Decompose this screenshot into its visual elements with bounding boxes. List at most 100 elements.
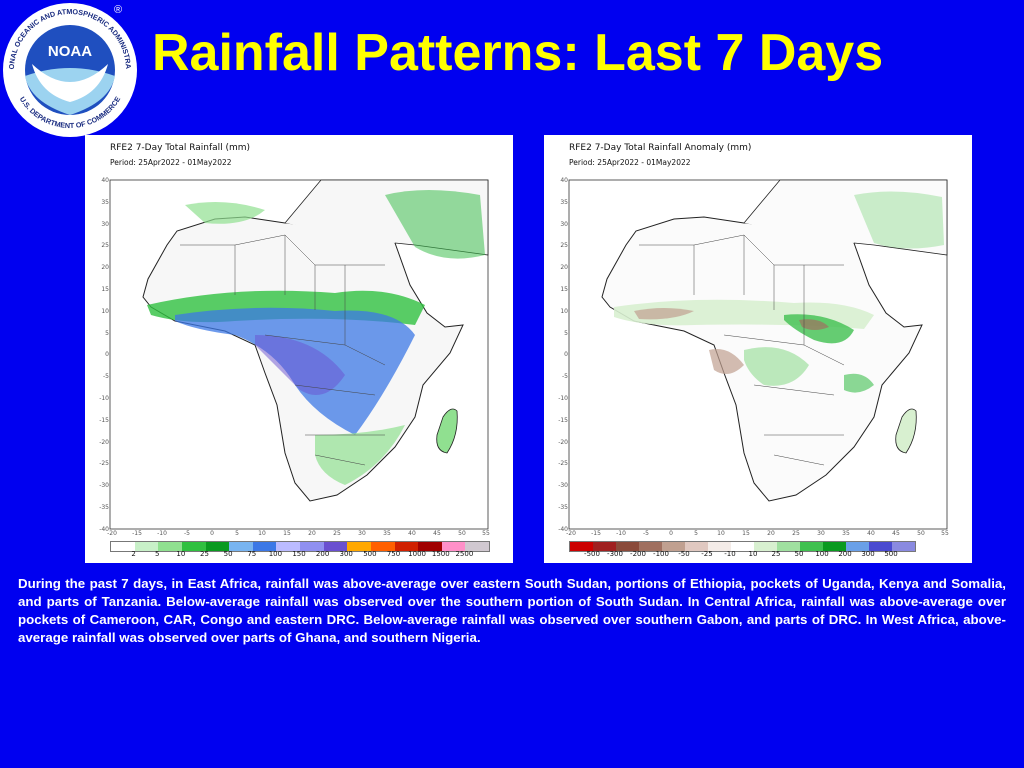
legend-swatch — [570, 542, 593, 551]
y-tick: 35 — [560, 198, 568, 206]
y-tick: -5 — [562, 373, 568, 381]
x-tick: 30 — [817, 530, 825, 537]
legend-label: 750 — [386, 550, 401, 558]
legend-label: 500 — [884, 550, 898, 558]
legend-label: -500 — [584, 550, 600, 558]
x-tick: 55 — [941, 530, 949, 537]
x-tick: 0 — [210, 530, 214, 537]
y-tick: 15 — [101, 286, 109, 293]
legend-label: 500 — [363, 550, 377, 558]
rainfall-anomaly-map-panel: RFE2 7-Day Total Rainfall Anomaly (mm) P… — [544, 135, 972, 563]
x-tick: 35 — [383, 530, 391, 537]
legend-swatch — [370, 542, 395, 551]
legend-swatch — [800, 542, 823, 551]
legend-swatch — [892, 542, 915, 551]
x-tick: 15 — [742, 530, 750, 537]
y-tick: 30 — [560, 220, 568, 228]
map-period: Period: 25Apr2022 - 01May2022 — [110, 158, 232, 167]
x-tick: 25 — [792, 530, 800, 537]
legend-swatch — [708, 542, 731, 551]
x-tick: -5 — [184, 530, 190, 537]
legend-label: -10 — [724, 550, 736, 558]
y-tick: 20 — [101, 264, 109, 272]
y-tick: -15 — [99, 416, 109, 424]
y-tick: -40 — [99, 525, 109, 533]
legend-label: 100 — [268, 550, 283, 558]
legend-label: 25 — [771, 550, 781, 558]
y-tick: -35 — [99, 504, 109, 511]
legend-label: -100 — [653, 550, 669, 558]
legend-swatch — [593, 542, 616, 551]
legend-label: 300 — [339, 550, 353, 558]
y-tick: -25 — [99, 460, 109, 468]
legend-label: 1500 — [431, 550, 450, 558]
y-tick: 40 — [560, 177, 568, 184]
map-title: RFE2 7-Day Total Rainfall (mm) — [110, 143, 251, 153]
legend-label: 50 — [794, 550, 804, 558]
legend-swatch — [394, 542, 419, 551]
y-tick: -35 — [558, 504, 568, 511]
legend-label: 100 — [815, 550, 829, 558]
x-tick: -15 — [591, 530, 601, 537]
y-tick: -40 — [558, 525, 568, 533]
y-tick: 20 — [560, 264, 568, 272]
x-tick: 25 — [333, 530, 341, 537]
color-legend-bar — [569, 541, 916, 552]
legend-label: 10 — [176, 550, 186, 558]
x-tick: -5 — [643, 530, 649, 537]
legend-label: -300 — [607, 550, 623, 558]
legend-swatch — [441, 542, 466, 551]
y-tick: -10 — [99, 395, 109, 402]
legend-swatch — [662, 542, 685, 551]
x-tick: 0 — [669, 530, 673, 537]
legend-swatch — [465, 542, 489, 551]
legend-label: 75 — [247, 550, 257, 558]
legend-swatch — [111, 542, 135, 551]
legend-swatch — [731, 542, 754, 551]
x-tick: 45 — [892, 530, 900, 537]
legend-label: 50 — [223, 550, 233, 558]
x-tick: 40 — [867, 530, 875, 537]
legend-swatch — [158, 542, 182, 551]
y-tick: 15 — [560, 286, 568, 293]
legend-label: 2 — [131, 550, 136, 558]
y-tick: 10 — [101, 307, 109, 315]
map-title: RFE2 7-Day Total Rainfall Anomaly (mm) — [569, 143, 752, 153]
x-tick: 10 — [258, 530, 266, 537]
y-tick: -30 — [558, 482, 568, 490]
y-tick: 5 — [105, 329, 109, 337]
page-title: Rainfall Patterns: Last 7 Days — [152, 24, 884, 82]
x-tick: 5 — [694, 530, 698, 537]
y-tick: 40 — [101, 177, 109, 184]
y-tick: -30 — [99, 482, 109, 490]
rainfall-summary-text: During the past 7 days, in East Africa, … — [18, 576, 1006, 645]
legend-swatch — [418, 542, 442, 551]
x-tick: 15 — [283, 530, 291, 537]
y-tick: -20 — [99, 438, 109, 446]
legend-label: 1000 — [408, 550, 427, 558]
legend-label: -25 — [701, 550, 713, 558]
legend-label: 300 — [861, 550, 875, 558]
y-tick: 35 — [101, 198, 109, 206]
legend-label: -200 — [630, 550, 646, 558]
legend-swatch — [846, 542, 869, 551]
x-tick: 10 — [717, 530, 725, 537]
legend-label: 25 — [200, 550, 209, 558]
y-tick: 30 — [101, 220, 109, 228]
logo-center-text: NOAA — [48, 43, 92, 60]
rainfall-total-map-panel: RFE2 7-Day Total Rainfall (mm) Period: 2… — [85, 135, 513, 563]
x-tick: -10 — [157, 530, 167, 537]
x-tick: -10 — [616, 530, 626, 537]
y-tick: 0 — [564, 351, 568, 359]
map-period: Period: 25Apr2022 - 01May2022 — [569, 158, 691, 167]
y-tick: -10 — [558, 395, 568, 402]
noaa-logo: NOAA NATIONAL OCEANIC AND ATMOSPHERIC AD… — [2, 2, 137, 137]
color-legend-bar — [110, 541, 490, 552]
legend-swatch — [754, 542, 777, 551]
legend-label: 150 — [292, 550, 306, 558]
legend-label: 5 — [154, 550, 160, 558]
madagascar — [436, 408, 458, 454]
x-tick: 35 — [842, 530, 850, 537]
legend-label: 200 — [315, 550, 330, 558]
x-tick: -20 — [566, 530, 576, 537]
